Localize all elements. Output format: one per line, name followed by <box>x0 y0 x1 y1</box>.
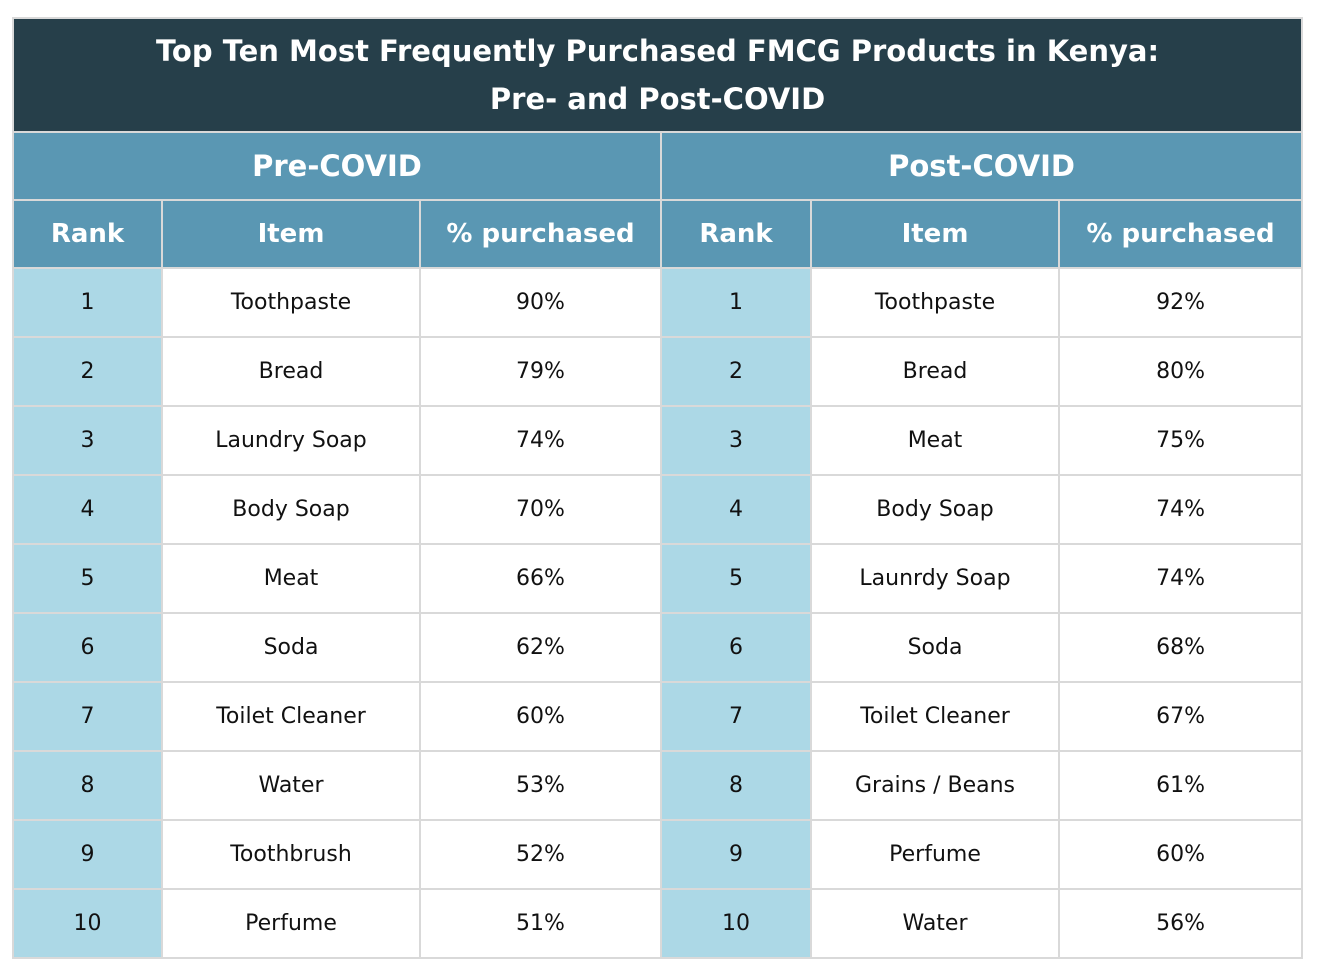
post-covid-percent-cell: 74% <box>1057 543 1304 614</box>
post-covid-rank-cell: 3 <box>660 405 812 476</box>
pre-covid-item-cell: Laundry Soap <box>161 405 421 476</box>
pre-covid-rank-cell: 8 <box>12 750 163 821</box>
pre-covid-percent-cell: 90% <box>419 267 662 338</box>
title-line-1: Top Ten Most Frequently Purchased FMCG P… <box>156 34 1160 68</box>
table-row: 4 Body Soap 70% 4 Body Soap 74% <box>12 474 1304 545</box>
pre-covid-item-cell: Perfume <box>161 888 421 959</box>
post-covid-item-cell: Bread <box>810 336 1060 407</box>
table-row: 9 Toothbrush 52% 9 Perfume 60% <box>12 819 1304 890</box>
pre-covid-percent-cell: 52% <box>419 819 662 890</box>
table-row: 3 Laundry Soap 74% 3 Meat 75% <box>12 405 1304 476</box>
title-line-2: Pre- and Post-COVID <box>489 82 826 116</box>
column-header-item: Item <box>161 199 421 269</box>
table-row: 8 Water 53% 8 Grains / Beans 61% <box>12 750 1304 821</box>
column-header-percent: % purchased <box>419 199 662 269</box>
table-row: 10 Perfume 51% 10 Water 56% <box>12 888 1304 959</box>
pre-covid-rank-cell: 6 <box>12 612 163 683</box>
post-covid-percent-cell: 74% <box>1057 474 1304 545</box>
pre-covid-percent-cell: 53% <box>419 750 662 821</box>
post-covid-item-cell: Launrdy Soap <box>810 543 1060 614</box>
column-header-rank: Rank <box>12 199 163 269</box>
post-covid-rank-cell: 10 <box>660 888 812 959</box>
pre-covid-percent-cell: 74% <box>419 405 662 476</box>
pre-covid-rank-cell: 5 <box>12 543 163 614</box>
post-covid-percent-cell: 92% <box>1057 267 1304 338</box>
group-header-pre-covid: Pre-COVID <box>12 131 662 201</box>
pre-covid-percent-cell: 66% <box>419 543 662 614</box>
pre-covid-percent-cell: 51% <box>419 888 662 959</box>
post-covid-percent-cell: 56% <box>1057 888 1304 959</box>
post-covid-percent-cell: 68% <box>1057 612 1304 683</box>
post-covid-item-cell: Meat <box>810 405 1060 476</box>
table-row: 6 Soda 62% 6 Soda 68% <box>12 612 1304 683</box>
post-covid-item-cell: Perfume <box>810 819 1060 890</box>
table-row: 5 Meat 66% 5 Launrdy Soap 74% <box>12 543 1304 614</box>
column-header-rank: Rank <box>660 199 812 269</box>
post-covid-rank-cell: 9 <box>660 819 812 890</box>
post-covid-rank-cell: 6 <box>660 612 812 683</box>
post-covid-item-cell: Toilet Cleaner <box>810 681 1060 752</box>
post-covid-item-cell: Soda <box>810 612 1060 683</box>
pre-covid-item-cell: Toothbrush <box>161 819 421 890</box>
post-covid-item-cell: Body Soap <box>810 474 1060 545</box>
group-header-post-covid: Post-COVID <box>659 131 1304 201</box>
pre-covid-rank-cell: 9 <box>12 819 163 890</box>
pre-covid-rank-cell: 2 <box>12 336 163 407</box>
pre-covid-rank-cell: 4 <box>12 474 163 545</box>
post-covid-rank-cell: 8 <box>660 750 812 821</box>
column-header-item: Item <box>810 199 1060 269</box>
post-covid-percent-cell: 61% <box>1057 750 1304 821</box>
table-row: 7 Toilet Cleaner 60% 7 Toilet Cleaner 67% <box>12 681 1304 752</box>
post-covid-percent-cell: 80% <box>1057 336 1304 407</box>
pre-covid-percent-cell: 62% <box>419 612 662 683</box>
pre-covid-item-cell: Toilet Cleaner <box>161 681 421 752</box>
post-covid-item-cell: Water <box>810 888 1060 959</box>
post-covid-item-cell: Toothpaste <box>810 267 1060 338</box>
column-header-percent: % purchased <box>1057 199 1304 269</box>
post-covid-rank-cell: 2 <box>660 336 812 407</box>
pre-covid-percent-cell: 60% <box>419 681 662 752</box>
post-covid-rank-cell: 5 <box>660 543 812 614</box>
pre-covid-item-cell: Toothpaste <box>161 267 421 338</box>
table-row: 1 Toothpaste 90% 1 Toothpaste 92% <box>12 267 1304 338</box>
table-title: Top Ten Most Frequently Purchased FMCG P… <box>11 17 1304 133</box>
pre-covid-rank-cell: 3 <box>12 405 163 476</box>
pre-covid-item-cell: Water <box>161 750 421 821</box>
pre-covid-rank-cell: 10 <box>12 888 163 959</box>
post-covid-percent-cell: 75% <box>1057 405 1304 476</box>
pre-covid-item-cell: Body Soap <box>161 474 421 545</box>
fmcg-table: Top Ten Most Frequently Purchased FMCG P… <box>11 17 1304 959</box>
post-covid-rank-cell: 4 <box>660 474 812 545</box>
post-covid-rank-cell: 1 <box>660 267 812 338</box>
pre-covid-rank-cell: 7 <box>12 681 163 752</box>
table-row: 2 Bread 79% 2 Bread 80% <box>12 336 1304 407</box>
post-covid-rank-cell: 7 <box>660 681 812 752</box>
pre-covid-item-cell: Bread <box>161 336 421 407</box>
pre-covid-percent-cell: 70% <box>419 474 662 545</box>
pre-covid-rank-cell: 1 <box>12 267 163 338</box>
pre-covid-item-cell: Meat <box>161 543 421 614</box>
post-covid-percent-cell: 60% <box>1057 819 1304 890</box>
post-covid-percent-cell: 67% <box>1057 681 1304 752</box>
pre-covid-item-cell: Soda <box>161 612 421 683</box>
pre-covid-percent-cell: 79% <box>419 336 662 407</box>
post-covid-item-cell: Grains / Beans <box>810 750 1060 821</box>
